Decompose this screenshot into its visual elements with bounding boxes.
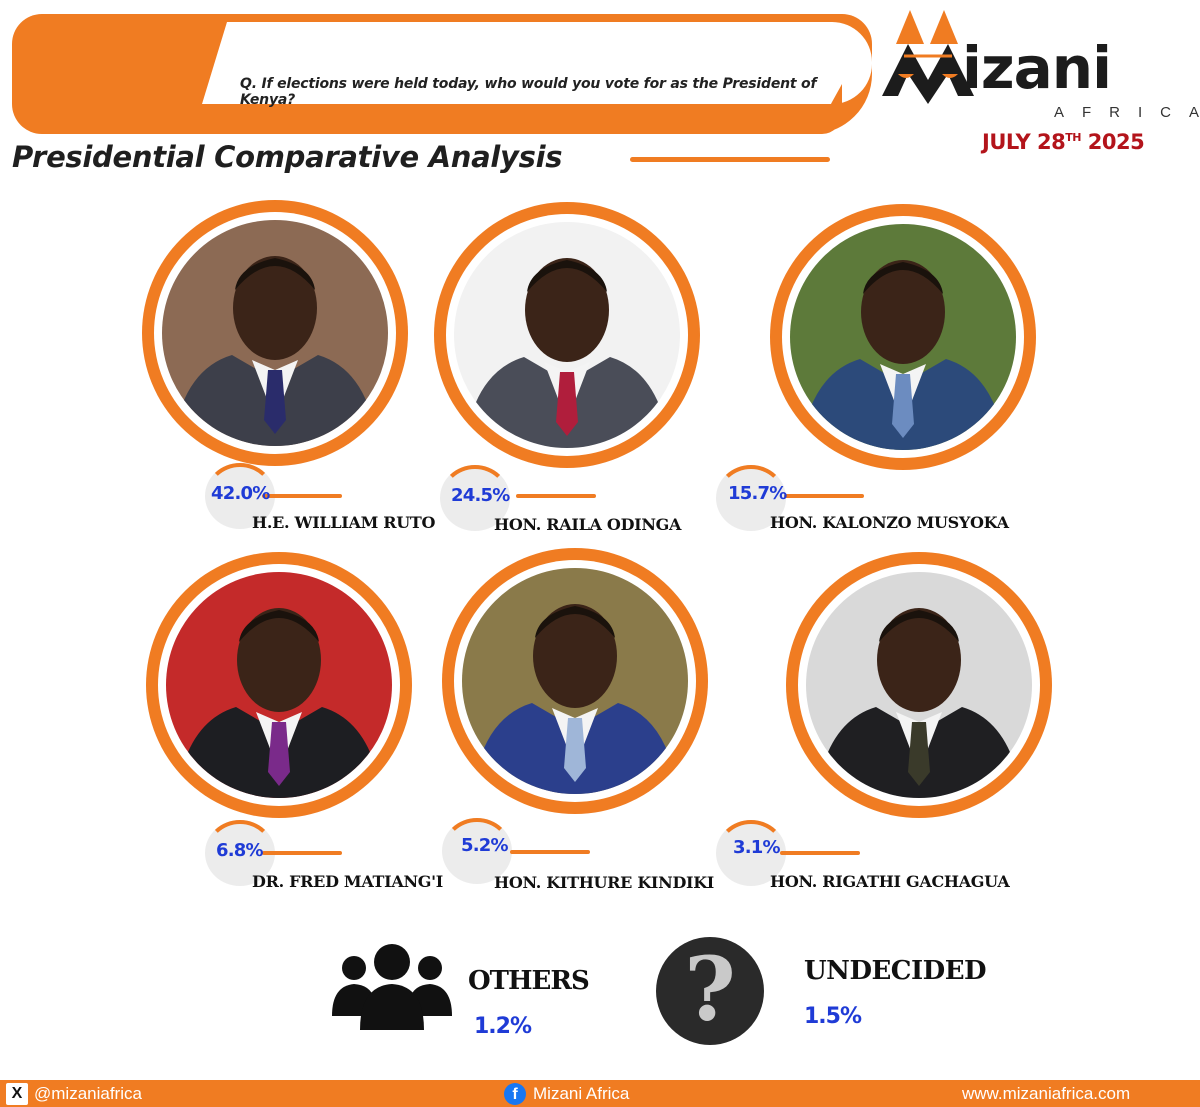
percent-underline [516, 494, 596, 498]
candidate-photo [166, 572, 392, 798]
candidate-portrait [142, 200, 408, 466]
mizani-logo: izani AFRICA [878, 4, 1199, 134]
website-link[interactable]: www.mizaniafrica.com [962, 1084, 1131, 1103]
survey-question: Q. If elections were held today, who wou… [240, 76, 817, 108]
candidate-name: HON. KITHURE KINDIKI [494, 873, 714, 892]
candidate-photo [790, 224, 1016, 450]
candidate-portrait [770, 204, 1036, 470]
facebook-icon[interactable]: f [504, 1083, 526, 1105]
candidate-name: HON. RAILA ODINGA [494, 515, 682, 534]
percent-underline [510, 850, 590, 854]
candidate-portrait [786, 552, 1052, 818]
candidate-photo [162, 220, 388, 446]
others-label: OTHERS [468, 966, 590, 996]
percent-badge [440, 465, 510, 531]
candidate-percent: 24.5% [451, 485, 510, 506]
candidate-name: DR. FRED MATIANG'I [252, 872, 443, 891]
candidate-photo [454, 222, 680, 448]
candidate-percent: 6.8% [216, 840, 264, 861]
banner-shape [12, 14, 872, 134]
percent-underline [262, 851, 342, 855]
percent-underline [784, 494, 864, 498]
percent-badge [716, 465, 786, 531]
poll-date: JULY 28TH 2025 [982, 130, 1145, 154]
candidate-name: HON. KALONZO MUSYOKA [770, 513, 1009, 532]
x-handle-link[interactable]: @mizaniafrica [34, 1084, 142, 1103]
page-title: Presidential Comparative Analysis [12, 140, 563, 174]
x-logo-icon[interactable]: X [6, 1083, 28, 1105]
logo-subtitle: AFRICA [1054, 104, 1199, 121]
candidate-name: H.E. WILLIAM RUTO [252, 513, 436, 532]
candidate-percent: 42.0% [211, 483, 270, 504]
candidate-portrait [146, 552, 412, 818]
question-banner: Q. If elections were held today, who wou… [12, 14, 872, 134]
logo-mark-icon [882, 10, 974, 104]
candidate-photo [462, 568, 688, 794]
candidate-name: HON. RIGATHI GACHAGUA [770, 872, 1010, 891]
candidate-percent: 5.2% [461, 835, 509, 856]
percent-badge [442, 818, 512, 884]
others-percent: 1.2% [474, 1014, 532, 1039]
undecided-label: UNDECIDED [804, 956, 987, 986]
group-people-icon [332, 944, 452, 1030]
candidate-portrait [434, 202, 700, 468]
title-underline [630, 157, 830, 162]
percent-underline [262, 494, 342, 498]
candidate-portrait [442, 548, 708, 814]
footer-bar: X @mizaniafrica f Mizani Africa www.miza… [0, 1080, 1200, 1107]
percent-badge [716, 820, 786, 886]
question-mark-icon: ? [656, 937, 764, 1045]
undecided-percent: 1.5% [804, 1004, 862, 1029]
percent-underline [780, 851, 860, 855]
logo-wordmark: izani [962, 34, 1112, 102]
candidate-percent: 15.7% [728, 483, 787, 504]
candidate-photo [806, 572, 1032, 798]
candidate-percent: 3.1% [733, 837, 781, 858]
facebook-page-link[interactable]: Mizani Africa [533, 1084, 630, 1103]
